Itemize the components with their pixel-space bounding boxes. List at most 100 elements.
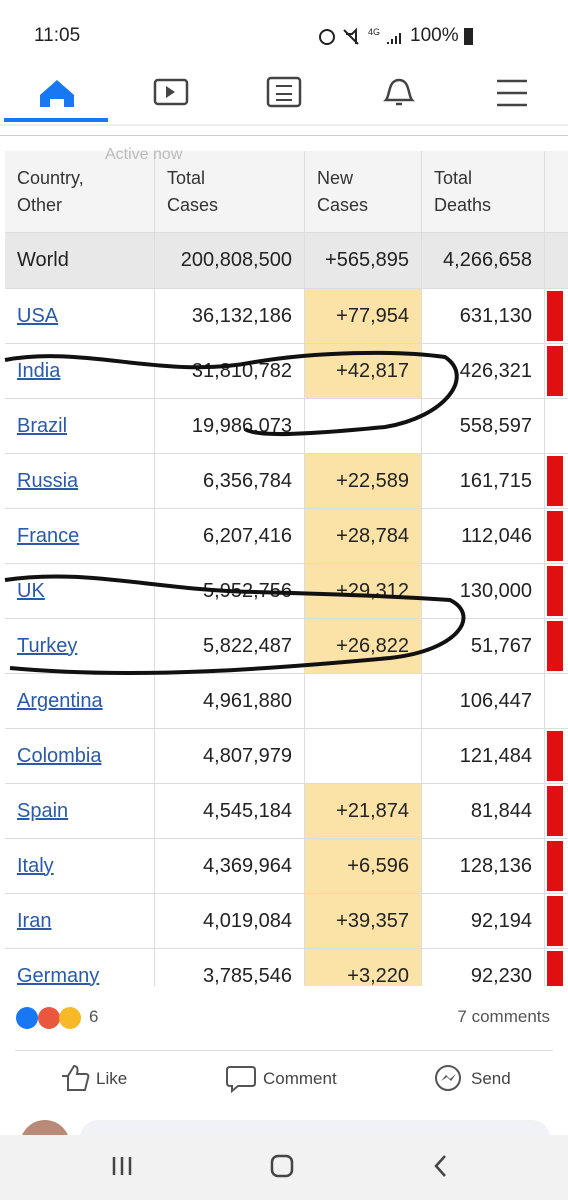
comment-button[interactable]: Comment	[263, 1069, 337, 1088]
cell-text: Argentina	[17, 689, 103, 712]
red-marker	[547, 566, 563, 616]
partial-cell	[545, 729, 568, 784]
cell-text: France	[17, 524, 80, 547]
partial-cell	[545, 949, 568, 986]
cell-text: 81,844	[470, 799, 532, 822]
country-cell[interactable]: USA	[5, 289, 155, 344]
red-marker	[547, 456, 563, 506]
country-cell[interactable]: Brazil	[5, 399, 155, 454]
table-image: Active now Country, Other Total Cases New Cas…	[0, 135, 568, 986]
partial-cell	[545, 509, 568, 564]
nav-icons	[0, 27, 568, 126]
value-cell: 6,207,416	[155, 509, 305, 564]
partial-cell	[545, 839, 568, 894]
country-cell[interactable]: France	[5, 509, 155, 564]
partial-cell	[545, 289, 568, 344]
cell-text: +42,817	[336, 359, 409, 382]
red-marker	[547, 786, 563, 836]
cell-text: Brazil	[17, 414, 68, 437]
cell-text: 36,132,186	[191, 304, 292, 327]
value-cell: 92,194	[422, 894, 545, 949]
cell-text: Spain	[17, 799, 69, 822]
partial-cell	[545, 784, 568, 839]
cell-text: 5,822,487	[203, 634, 292, 657]
cell-text: Deaths	[434, 195, 492, 215]
overlay-text: Active now	[105, 146, 183, 163]
value-cell: 112,046	[422, 509, 545, 564]
reaction-count[interactable]: 6	[89, 1007, 99, 1026]
cell-text: +39,357	[336, 909, 409, 932]
value-cell: 51,767	[422, 619, 545, 674]
value-cell: 121,484	[422, 729, 545, 784]
cell-text: 92,230	[470, 964, 532, 987]
partial-cell	[545, 399, 568, 454]
partial-cell	[545, 233, 568, 289]
header-cell: Country, Other	[5, 151, 155, 233]
cell-text: USA	[17, 304, 59, 327]
partial-cell	[545, 344, 568, 399]
reaction-icons	[16, 1007, 81, 1029]
value-cell: 558,597	[422, 399, 545, 454]
value-cell: +6,596	[305, 839, 422, 894]
partial-cell	[545, 894, 568, 949]
cell-text: Other	[17, 195, 63, 215]
country-cell[interactable]: UK	[5, 564, 155, 619]
value-cell: 6,356,784	[155, 454, 305, 509]
country-cell[interactable]: Italy	[5, 839, 155, 894]
comments-count[interactable]: 7 comments	[457, 1007, 550, 1026]
cell-text: 106,447	[459, 689, 532, 712]
cell-text: 4,266,658	[443, 249, 532, 271]
value-cell: 4,266,658	[422, 233, 545, 289]
country-cell[interactable]: Argentina	[5, 674, 155, 729]
action-icons	[62, 1064, 461, 1094]
red-marker	[547, 511, 563, 561]
divider	[15, 1050, 553, 1051]
send-button[interactable]: Send	[471, 1069, 511, 1088]
cell-text: 558,597	[459, 414, 532, 437]
cell-text: 4,019,084	[203, 909, 292, 932]
network: 4G	[368, 27, 381, 37]
value-cell: 81,844	[422, 784, 545, 839]
value-cell: +3,220	[305, 949, 422, 986]
partial-cell	[545, 454, 568, 509]
cell-text: Iran	[17, 909, 52, 932]
value-cell: 4,545,184	[155, 784, 305, 839]
cell-text: 92,194	[470, 909, 532, 932]
value-cell: 161,715	[422, 454, 545, 509]
cell-text: 4,545,184	[203, 799, 292, 822]
country-cell[interactable]: Russia	[5, 454, 155, 509]
cell-text: Country,	[17, 168, 84, 188]
country-cell[interactable]: Spain	[5, 784, 155, 839]
value-cell	[305, 729, 422, 784]
cell-text: 426,321	[459, 359, 532, 382]
country-cell: World	[5, 233, 155, 289]
cell-text: 4,369,964	[203, 854, 292, 877]
like-button[interactable]: Like	[96, 1069, 128, 1088]
red-marker	[547, 291, 563, 341]
system-nav	[0, 1135, 568, 1200]
cell-text: Cases	[317, 195, 369, 215]
cell-text: Germany	[17, 964, 100, 987]
cell-text: 19,986,073	[191, 414, 292, 437]
cell-text: Cases	[167, 195, 219, 215]
value-cell: 4,019,084	[155, 894, 305, 949]
country-cell[interactable]: India	[5, 344, 155, 399]
value-cell: 128,136	[422, 839, 545, 894]
cell-text: 3,785,546	[203, 964, 292, 987]
cell-text: +565,895	[325, 249, 409, 271]
country-cell[interactable]: Iran	[5, 894, 155, 949]
country-cell[interactable]: Germany	[5, 949, 155, 986]
header-cell: Total Deaths	[422, 151, 545, 233]
red-marker	[547, 896, 563, 946]
red-marker	[547, 841, 563, 891]
value-cell: 19,986,073	[155, 399, 305, 454]
cell-text: 4,961,880	[203, 689, 292, 712]
cell-text: 130,000	[459, 579, 532, 602]
cell-text: Italy	[17, 854, 54, 877]
cell-text: World	[17, 249, 69, 271]
country-cell[interactable]: Colombia	[5, 729, 155, 784]
cell-text: 128,136	[459, 854, 532, 877]
cell-text: 631,130	[459, 304, 532, 327]
value-cell: +565,895	[305, 233, 422, 289]
value-cell: +28,784	[305, 509, 422, 564]
